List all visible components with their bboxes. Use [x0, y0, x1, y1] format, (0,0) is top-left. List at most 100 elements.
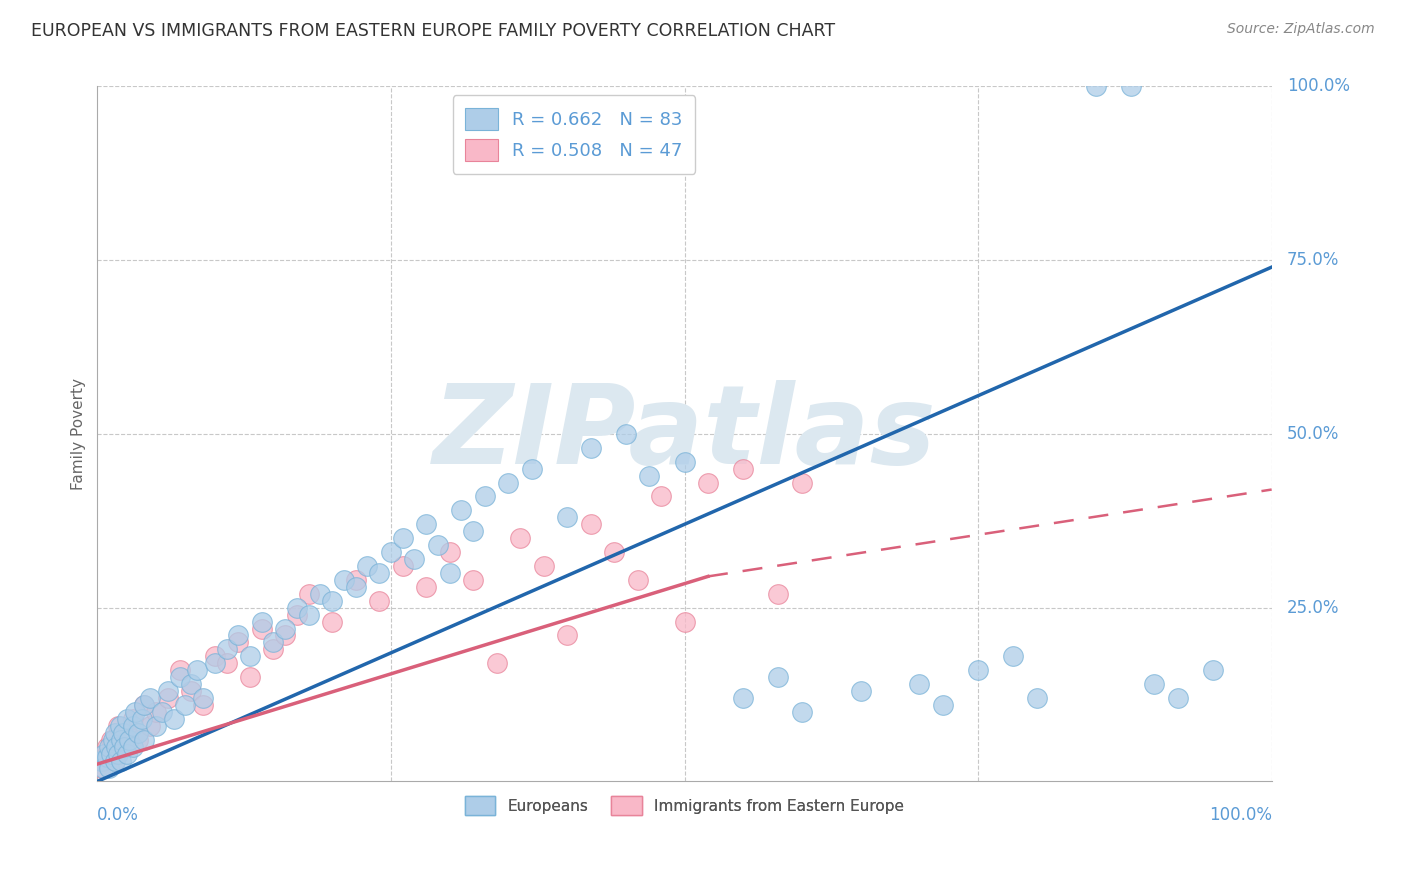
Point	[415, 580, 437, 594]
Point	[1143, 677, 1166, 691]
Point	[520, 461, 543, 475]
Point	[638, 468, 661, 483]
Point	[239, 670, 262, 684]
Point	[127, 732, 149, 747]
Point	[333, 573, 356, 587]
Point	[96, 750, 118, 764]
Point	[555, 628, 578, 642]
Point	[790, 705, 813, 719]
Point	[790, 475, 813, 490]
Point	[463, 573, 485, 587]
Point	[156, 684, 179, 698]
Point	[1025, 691, 1047, 706]
Point	[733, 461, 755, 475]
Point	[1084, 79, 1107, 94]
Point	[391, 531, 413, 545]
Point	[139, 691, 162, 706]
Point	[104, 726, 127, 740]
Point	[112, 726, 135, 740]
Point	[579, 441, 602, 455]
Point	[121, 712, 143, 726]
Text: 100.0%: 100.0%	[1286, 78, 1350, 95]
Point	[121, 739, 143, 754]
Point	[439, 545, 461, 559]
Point	[768, 670, 790, 684]
Point	[112, 739, 135, 754]
Point	[932, 698, 955, 712]
Point	[115, 726, 138, 740]
Point	[96, 739, 118, 754]
Point	[673, 615, 696, 629]
Point	[450, 503, 472, 517]
Point	[100, 747, 122, 761]
Point	[509, 531, 531, 545]
Point	[309, 587, 332, 601]
Point	[118, 732, 141, 747]
Point	[156, 691, 179, 706]
Point	[768, 587, 790, 601]
Point	[485, 657, 508, 671]
Point	[145, 719, 167, 733]
Point	[98, 739, 121, 754]
Point	[321, 593, 343, 607]
Point	[110, 739, 132, 754]
Point	[134, 698, 156, 712]
Point	[498, 475, 520, 490]
Point	[380, 545, 402, 559]
Point	[204, 649, 226, 664]
Point	[169, 670, 191, 684]
Point	[426, 538, 449, 552]
Point	[93, 747, 115, 761]
Point	[263, 642, 285, 657]
Point	[415, 517, 437, 532]
Point	[150, 705, 173, 719]
Point	[98, 747, 121, 761]
Point	[356, 559, 378, 574]
Point	[463, 524, 485, 539]
Point	[180, 684, 202, 698]
Point	[1167, 691, 1189, 706]
Point	[733, 691, 755, 706]
Point	[626, 573, 648, 587]
Point	[108, 719, 131, 733]
Point	[180, 677, 202, 691]
Point	[1002, 649, 1025, 664]
Point	[107, 747, 129, 761]
Point	[250, 622, 273, 636]
Point	[204, 657, 226, 671]
Point	[105, 739, 128, 754]
Point	[650, 490, 672, 504]
Point	[131, 712, 153, 726]
Point	[226, 628, 249, 642]
Point	[274, 628, 297, 642]
Point	[191, 691, 214, 706]
Point	[110, 754, 132, 768]
Point	[285, 600, 308, 615]
Point	[1202, 663, 1225, 677]
Text: ZIPatlas: ZIPatlas	[433, 381, 936, 487]
Point	[174, 698, 197, 712]
Point	[344, 573, 367, 587]
Point	[134, 732, 156, 747]
Y-axis label: Family Poverty: Family Poverty	[72, 378, 86, 490]
Text: 75.0%: 75.0%	[1286, 252, 1340, 269]
Text: 0.0%: 0.0%	[97, 805, 139, 824]
Point	[124, 705, 146, 719]
Point	[391, 559, 413, 574]
Point	[285, 607, 308, 622]
Point	[263, 635, 285, 649]
Point	[98, 760, 121, 774]
Point	[274, 622, 297, 636]
Point	[321, 615, 343, 629]
Point	[439, 566, 461, 580]
Text: 50.0%: 50.0%	[1286, 425, 1340, 443]
Point	[215, 642, 238, 657]
Point	[368, 593, 391, 607]
Legend: Europeans, Immigrants from Eastern Europe: Europeans, Immigrants from Eastern Europ…	[457, 789, 912, 822]
Point	[145, 705, 167, 719]
Point	[107, 719, 129, 733]
Point	[91, 760, 114, 774]
Point	[163, 712, 186, 726]
Point	[104, 754, 127, 768]
Point	[298, 587, 321, 601]
